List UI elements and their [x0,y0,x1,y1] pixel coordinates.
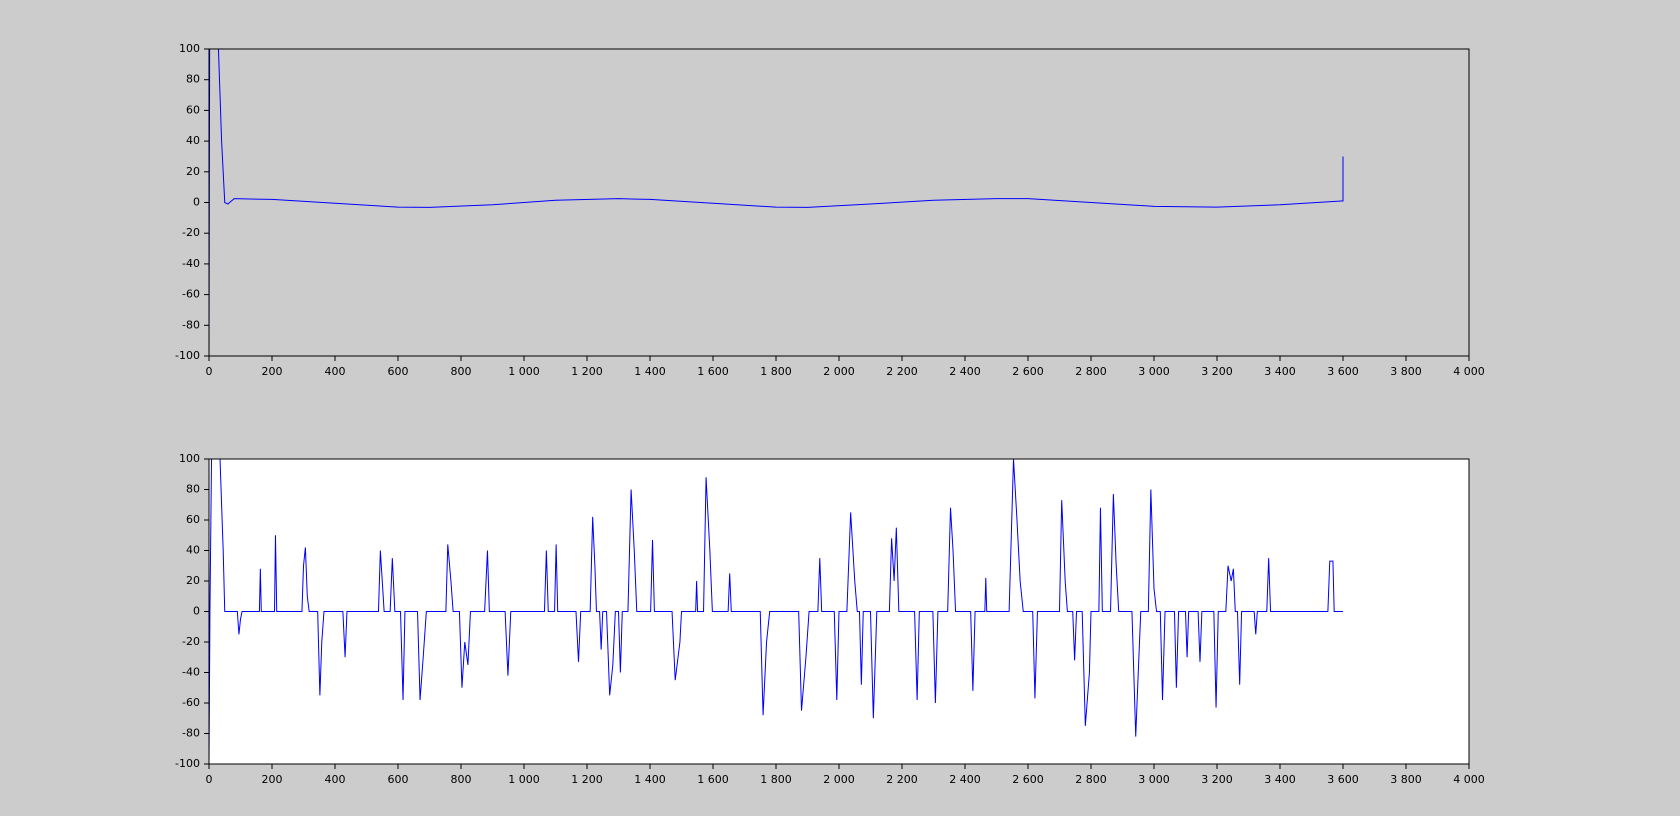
y-tick-label: 100 [179,42,200,55]
y-tick-label: 20 [186,165,200,178]
y-tick-label: -80 [182,727,200,740]
x-tick-label: 3 000 [1138,365,1170,378]
x-tick-label: 3 000 [1138,773,1170,786]
y-tick-label: 80 [186,73,200,86]
x-tick-label: 3 200 [1201,365,1233,378]
y-tick-label: -100 [175,349,200,362]
y-tick-label: 80 [186,483,200,496]
x-tick-label: 0 [206,365,213,378]
x-tick-label: 2 800 [1075,365,1107,378]
plot-frame [208,458,1470,765]
y-tick-label: 40 [186,134,200,147]
x-tick-label: 1 000 [508,773,540,786]
x-tick-label: 800 [451,773,472,786]
x-tick-label: 1 600 [697,365,729,378]
x-tick-label: 3 800 [1390,773,1422,786]
x-tick-label: 2 400 [949,773,981,786]
x-tick-label: 2 600 [1012,365,1044,378]
y-tick-label: 0 [193,605,200,618]
x-tick-label: 3 600 [1327,365,1359,378]
plot-area [209,49,1469,356]
x-tick-label: 600 [388,365,409,378]
y-tick-label: -40 [182,666,200,679]
data-line [208,458,1343,765]
x-tick-label: 2 200 [886,365,918,378]
y-tick-label: -40 [182,257,200,270]
y-tick-label: -80 [182,318,200,331]
data-line [208,48,1344,357]
y-tick-label: -20 [182,226,200,239]
x-tick-label: 2 800 [1075,773,1107,786]
x-tick-label: 2 000 [823,365,855,378]
x-tick-label: 3 400 [1264,773,1296,786]
x-tick-label: 4 000 [1453,773,1485,786]
x-tick-label: 1 600 [697,773,729,786]
y-tick-label: 100 [179,452,200,465]
x-tick-label: 1 800 [760,773,792,786]
x-tick-label: 2 000 [823,773,855,786]
x-tick-label: 1 200 [571,773,603,786]
x-tick-label: 2 600 [1012,773,1044,786]
x-tick-label: 3 200 [1201,773,1233,786]
x-tick-label: 0 [206,773,213,786]
y-tick-label: 20 [186,574,200,587]
x-tick-label: 600 [388,773,409,786]
x-tick-label: 2 200 [886,773,918,786]
y-tick-label: -20 [182,635,200,648]
plot-frame [208,48,1470,357]
x-tick-label: 1 200 [571,365,603,378]
x-tick-label: 800 [451,365,472,378]
y-tick-label: 40 [186,544,200,557]
x-tick-label: 2 400 [949,365,981,378]
x-tick-label: 3 400 [1264,365,1296,378]
y-tick-label: 0 [193,196,200,209]
x-tick-label: 1 000 [508,365,540,378]
x-tick-label: 3 600 [1327,773,1359,786]
x-tick-label: 1 800 [760,365,792,378]
x-tick-label: 400 [325,773,346,786]
y-tick-label: -60 [182,696,200,709]
y-tick-label: -100 [175,757,200,770]
x-tick-label: 400 [325,365,346,378]
x-tick-label: 200 [262,773,283,786]
y-tick-label: -60 [182,288,200,301]
y-tick-label: 60 [186,513,200,526]
x-tick-label: 3 800 [1390,365,1422,378]
x-tick-label: 200 [262,365,283,378]
y-tick-label: 60 [186,103,200,116]
x-tick-label: 4 000 [1453,365,1485,378]
x-tick-label: 1 400 [634,365,666,378]
x-tick-label: 1 400 [634,773,666,786]
